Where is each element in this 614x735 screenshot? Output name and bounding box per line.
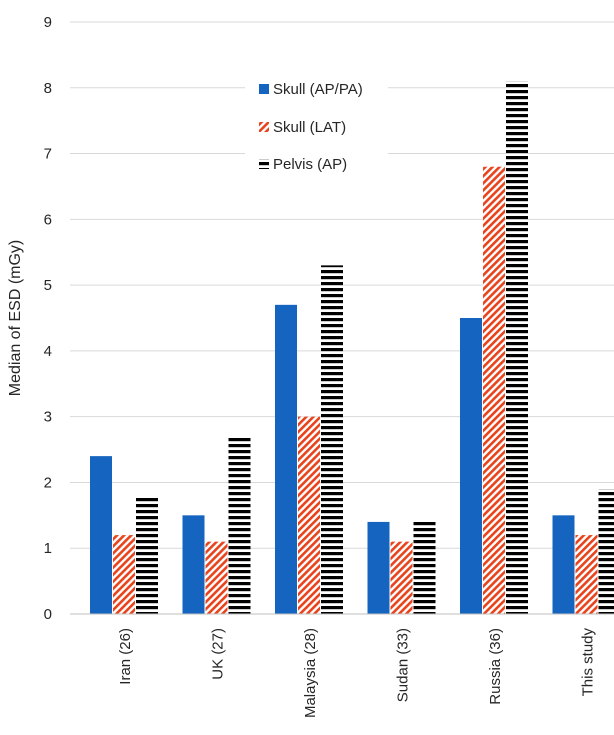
x-tick-label: This study — [580, 628, 597, 697]
x-tick-label: Russia (36) — [487, 628, 504, 705]
bar-skull-ap-pa — [367, 521, 390, 614]
bar-skull-ap-pa — [275, 304, 297, 614]
bar-skull-lat — [483, 166, 505, 614]
bar-skull-ap-pa — [90, 456, 112, 614]
bar-pelvis-ap — [321, 265, 343, 614]
bar-pelvis-ap — [136, 495, 158, 614]
y-tick-label: 2 — [44, 474, 52, 491]
bar-skull-lat — [205, 541, 228, 614]
legend-item-pelvis-ap: Pelvis (AP) — [273, 156, 347, 173]
bar-pelvis-ap — [413, 521, 436, 614]
y-tick-label: 8 — [44, 80, 52, 97]
legend: Skull (AP/PA) Skull (LAT) Pelvis (AP) — [245, 70, 388, 188]
bar-skull-lat — [575, 535, 598, 614]
y-tick-label: 4 — [44, 343, 52, 360]
axes: 0 1 2 3 4 5 6 7 8 9 Iran (26) UK (27) Malaysia (28) S… — [7, 14, 614, 718]
x-tick-label: UK (27) — [210, 628, 227, 680]
y-tick-label: 9 — [44, 14, 52, 31]
y-tick-label: 7 — [44, 146, 52, 163]
legend-swatch — [259, 84, 269, 94]
y-tick-label: 0 — [44, 606, 52, 623]
bar-skull-ap-pa — [460, 318, 482, 614]
bar-skull-lat — [113, 535, 135, 614]
bar-pelvis-ap — [506, 81, 528, 614]
bar-skull-lat — [390, 541, 413, 614]
y-tick-label: 1 — [44, 540, 52, 557]
y-tick-label: 3 — [44, 409, 52, 426]
bar-skull-lat — [298, 416, 320, 614]
bar-pelvis-ap — [228, 436, 251, 614]
x-tick-label: Sudan (33) — [395, 628, 412, 702]
bar-skull-ap-pa — [552, 515, 575, 614]
x-tick-label: Malaysia (28) — [302, 628, 319, 718]
y-axis-title: Median of ESD (mGy) — [7, 240, 24, 396]
y-tick-label: 6 — [44, 211, 52, 228]
legend-item-skull-lat: Skull (LAT) — [273, 119, 346, 136]
legend-swatch — [259, 122, 269, 132]
x-tick-label: Iran (26) — [117, 628, 134, 685]
legend-item-skull-ap-pa: Skull (AP/PA) — [273, 81, 363, 98]
legend-swatch — [259, 159, 269, 169]
bar-skull-ap-pa — [182, 515, 205, 614]
y-tick-label: 5 — [44, 277, 52, 294]
bars — [90, 81, 614, 614]
bar-pelvis-ap — [598, 489, 614, 614]
